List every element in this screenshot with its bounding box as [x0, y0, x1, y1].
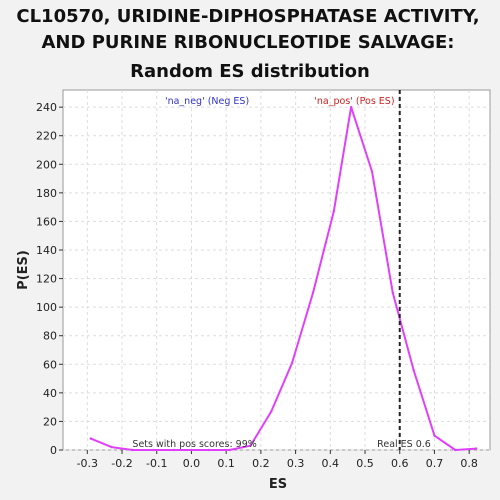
chart-title-line-2: AND PURINE RIBONUCLEOTIDE SALVAGE: — [41, 32, 454, 53]
x-tick-label: 0.6 — [391, 457, 409, 470]
y-tick-label: 120 — [36, 273, 57, 286]
x-tick-label: 0.2 — [252, 457, 270, 470]
data-point — [433, 434, 436, 437]
x-tick-label: 0.8 — [460, 457, 478, 470]
x-tick-label: -0.3 — [77, 457, 98, 470]
y-tick-label: 0 — [50, 444, 57, 457]
data-point — [131, 448, 134, 452]
data-point — [172, 448, 176, 452]
y-tick-label: 20 — [43, 415, 57, 428]
pos-es-label: 'na_pos' (Pos ES) — [314, 96, 394, 107]
data-point — [349, 105, 353, 109]
data-point — [311, 291, 315, 295]
data-point — [190, 448, 193, 452]
x-tick-label: 0.4 — [322, 457, 340, 470]
data-point — [290, 361, 294, 365]
chart-title-line-3: Random ES distribution — [130, 61, 370, 82]
plot-area — [62, 89, 491, 451]
sets-pos-scores-label: Sets with pos scores: 99% — [132, 439, 256, 450]
y-tick-label: 200 — [36, 158, 57, 171]
series-layer — [89, 90, 478, 452]
data-point — [412, 368, 415, 372]
data-point — [391, 291, 394, 295]
data-point — [370, 170, 374, 173]
series-line — [90, 106, 477, 451]
y-tick-label: 100 — [36, 301, 57, 314]
y-tick-label: 180 — [36, 187, 57, 200]
y-tick-label: 80 — [43, 330, 57, 343]
y-tick-label: 240 — [36, 101, 57, 114]
x-tick-label: 0.7 — [426, 457, 444, 470]
y-tick-label: 220 — [36, 130, 57, 143]
data-point — [270, 410, 273, 413]
neg-es-label: 'na_neg' (Neg ES) — [165, 96, 249, 107]
data-point — [249, 444, 252, 447]
chart-title-line-1: CL10570, URIDINE-DIPHOSPHATASE ACTIVITY, — [16, 6, 479, 27]
data-point — [110, 445, 113, 449]
axis-ticks: -0.3 -0.2 -0.1 0.0 0.1 0.2 0.3 0.4 0.5 0.6 0.7 0.8 0… — [36, 101, 478, 470]
data-point — [152, 448, 155, 452]
y-tick-label: 160 — [36, 215, 57, 228]
data-point — [89, 437, 92, 440]
x-tick-label: 0.3 — [287, 457, 305, 470]
data-point — [207, 448, 211, 452]
data-point — [332, 210, 335, 213]
y-axis-label: P(ES) — [16, 250, 31, 290]
y-tick-label: 60 — [43, 358, 57, 371]
real-es-label: Real ES 0.6 — [377, 439, 431, 450]
y-tick-label: 40 — [43, 387, 57, 400]
annotations: 'na_neg' (Neg ES) 'na_pos' (Pos ES) Sets w… — [132, 96, 430, 450]
x-tick-label: -0.2 — [111, 457, 132, 470]
data-point — [454, 448, 457, 452]
x-tick-label: 0.5 — [356, 457, 374, 470]
data-point — [228, 448, 231, 452]
x-tick-label: -0.1 — [146, 457, 167, 470]
y-tick-label: 140 — [36, 244, 57, 257]
x-axis-label: ES — [269, 477, 287, 492]
x-tick-label: 0.0 — [183, 457, 201, 470]
data-point — [474, 447, 478, 450]
x-tick-label: 0.1 — [217, 457, 235, 470]
